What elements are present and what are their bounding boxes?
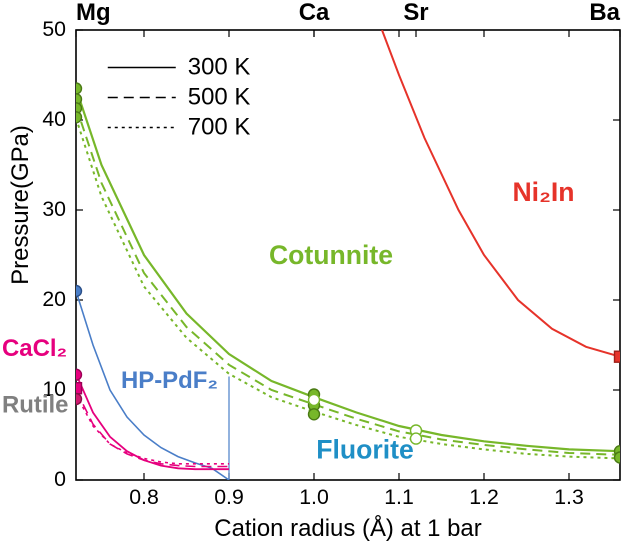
x-tick-label: 1.2 [469, 485, 499, 509]
phase-diagram-chart: 0.80.91.01.11.21.3MgCaSrBa01020304050Cat… [0, 0, 630, 558]
curve-ni2in-300K [382, 30, 620, 357]
data-point [71, 369, 82, 380]
data-point [615, 452, 626, 463]
y-tick-label: 20 [42, 287, 66, 311]
region-label: Ni₂In [512, 177, 574, 207]
y-tick-label: 0 [54, 467, 66, 491]
data-point [71, 383, 82, 394]
y-tick-label: 40 [42, 107, 66, 131]
data-point [615, 351, 626, 362]
chart-svg: 0.80.91.01.11.21.3MgCaSrBa01020304050Cat… [0, 0, 630, 558]
region-label: Cotunnite [269, 240, 393, 270]
curve-cotunnite-700K [76, 118, 620, 458]
y-axis-label: Pressure(GPa) [7, 125, 34, 285]
cation-label: Mg [76, 0, 111, 26]
x-tick-label: 0.8 [129, 485, 159, 509]
x-tick-label: 1.3 [554, 485, 584, 509]
curve-cacl2-700K [76, 395, 229, 464]
x-axis-label: Cation radius (Å) at 1 bar [214, 514, 481, 542]
region-label: Fluorite [316, 434, 414, 464]
y-tick-label: 50 [42, 17, 66, 41]
data-point [71, 112, 82, 123]
x-tick-label: 0.9 [214, 485, 244, 509]
data-point [309, 394, 320, 405]
cation-label: Ca [299, 0, 330, 26]
x-tick-label: 1.0 [299, 485, 329, 509]
y-tick-label: 30 [42, 197, 66, 221]
legend-label: 700 K [188, 114, 251, 141]
legend-label: 300 K [188, 54, 251, 81]
cation-label: Sr [403, 0, 428, 26]
data-point [71, 83, 82, 94]
region-label: Rutile [2, 392, 69, 419]
data-point [309, 409, 320, 420]
data-point [71, 394, 82, 405]
region-label: HP-PdF₂ [121, 367, 218, 394]
data-point [71, 286, 82, 297]
legend-label: 500 K [188, 84, 251, 111]
curve-cotunnite-500K [76, 107, 620, 455]
cation-label: Ba [589, 0, 620, 26]
region-label: CaCl₂ [2, 335, 67, 362]
x-tick-label: 1.1 [384, 485, 414, 509]
curve-cacl2-500K [76, 390, 229, 467]
